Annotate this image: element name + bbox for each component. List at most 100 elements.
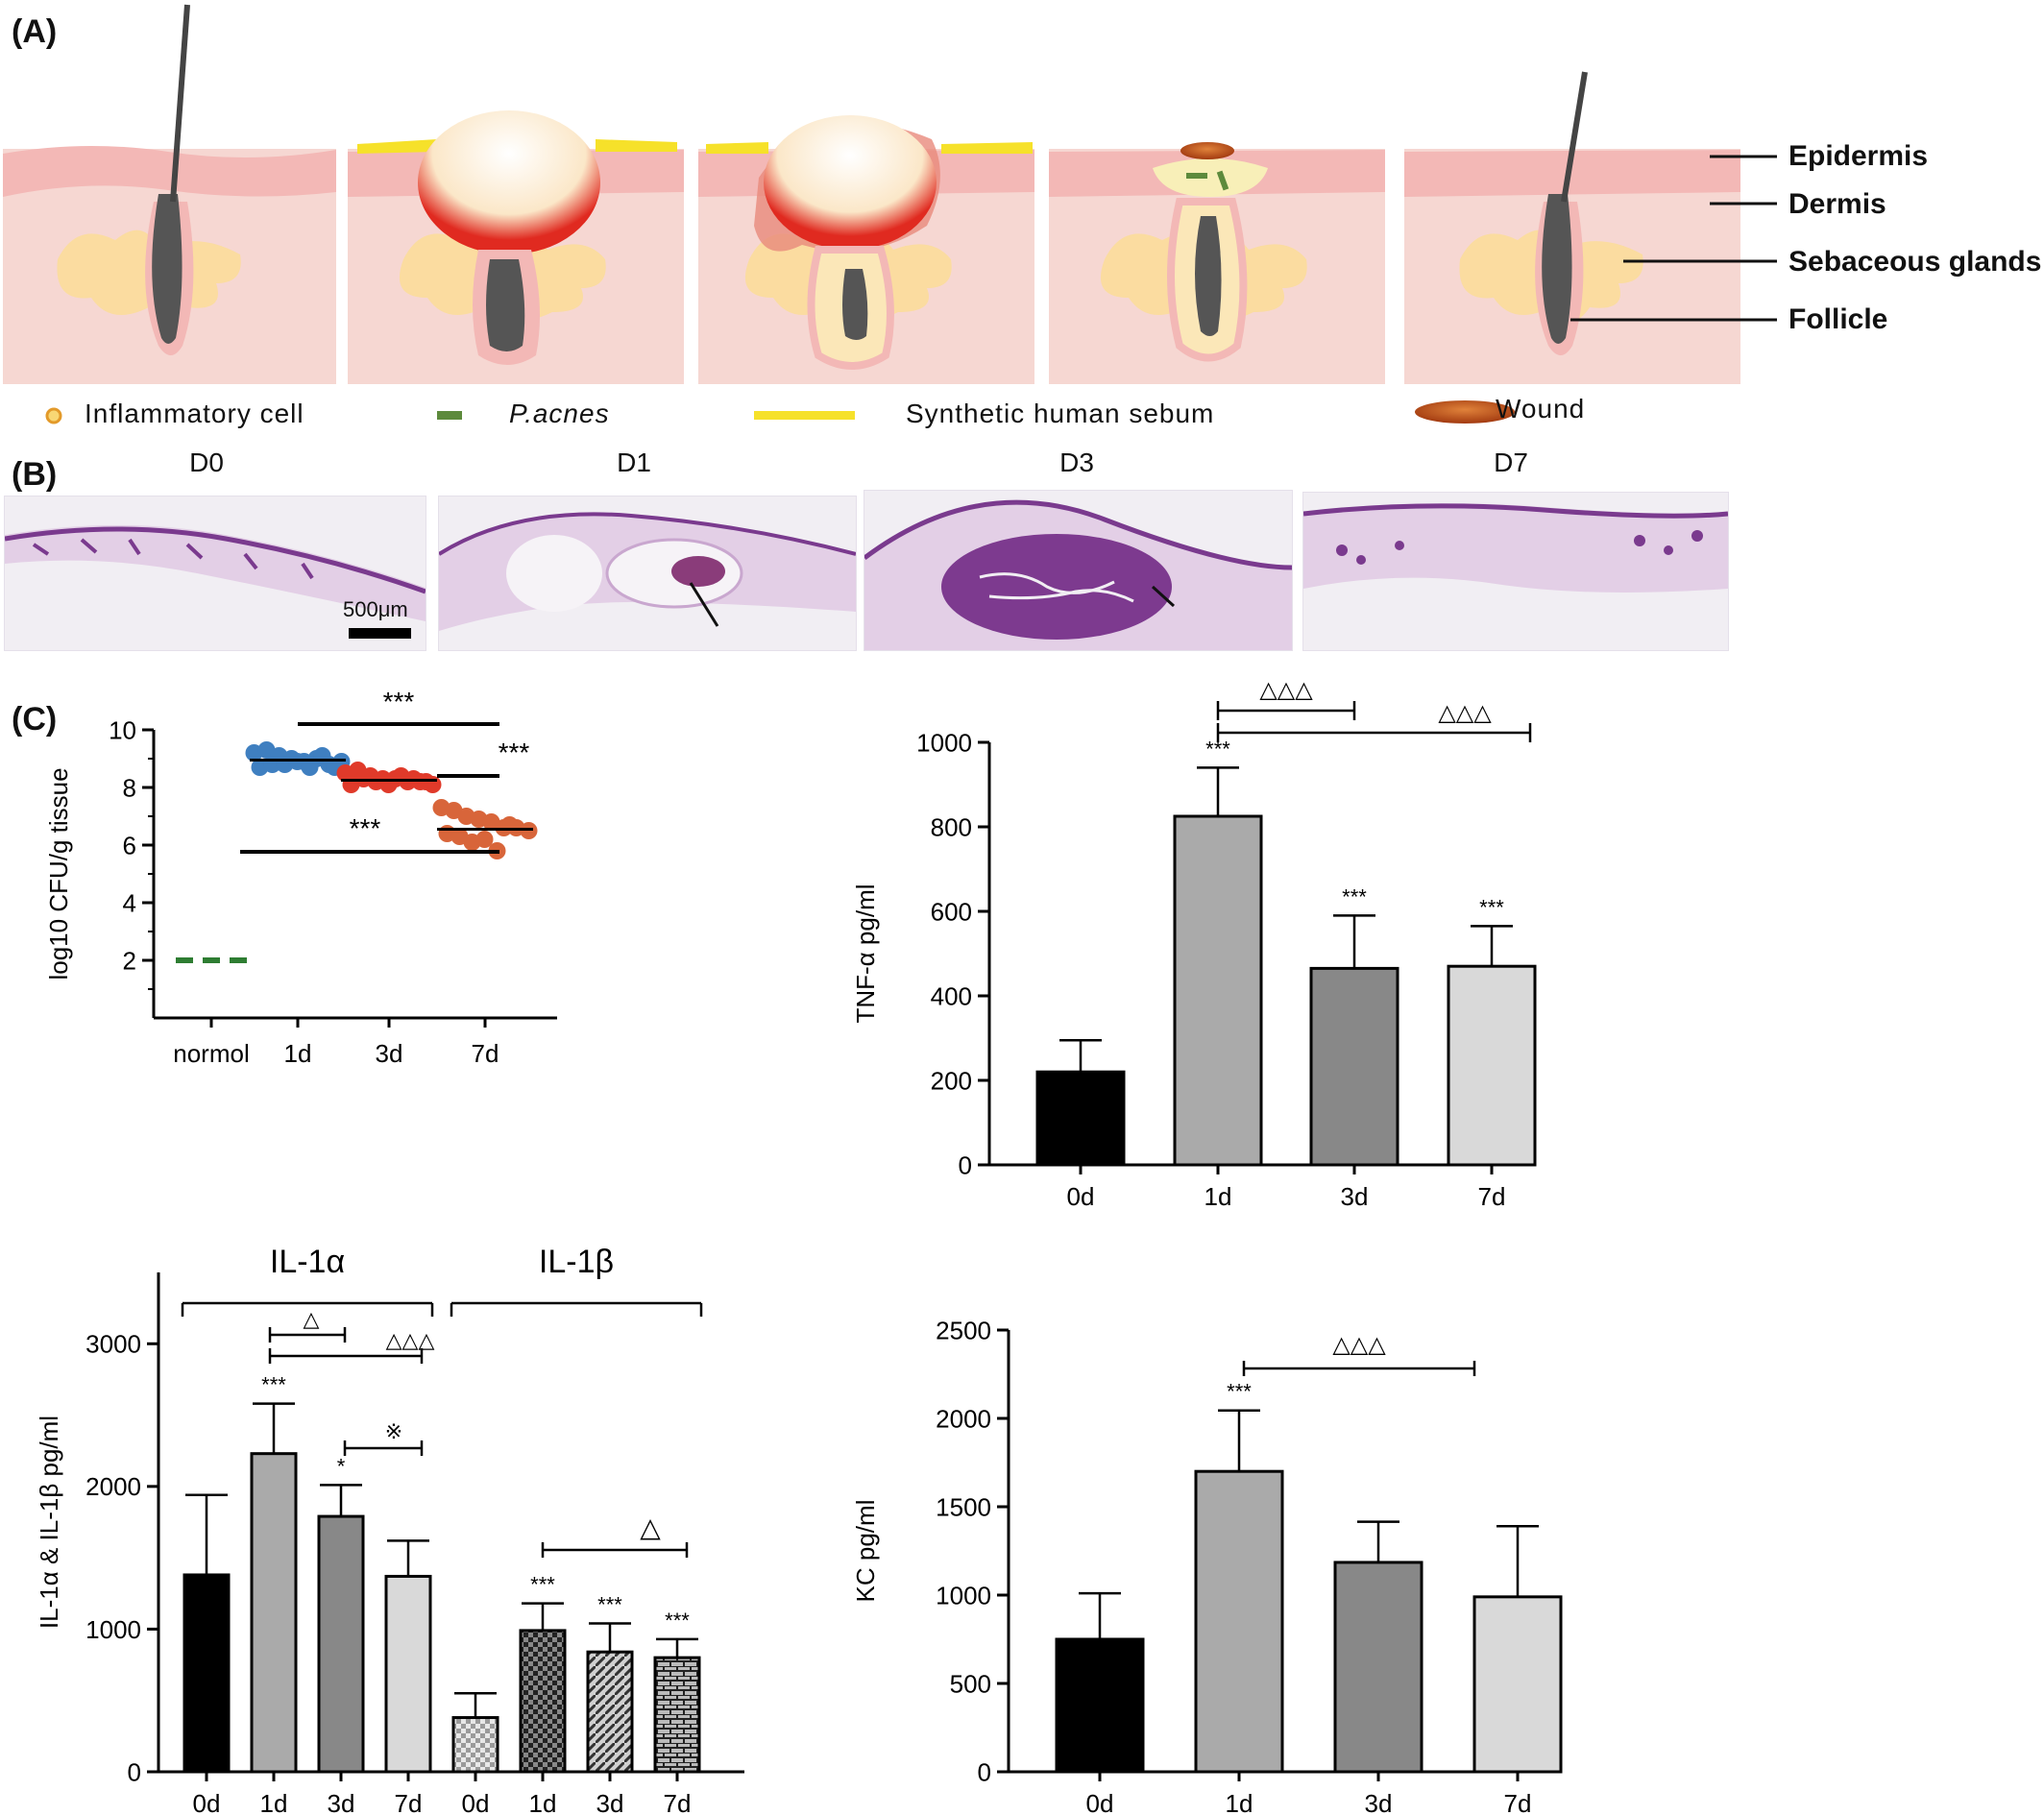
panel-label-a: (A) xyxy=(12,13,58,50)
y-tick-label: 800 xyxy=(931,812,972,841)
legend-sebum-icon xyxy=(754,411,855,420)
significance-label: *** xyxy=(1479,895,1504,919)
data-point-7d xyxy=(500,816,519,834)
group-header-il1a: IL-1α xyxy=(270,1244,345,1280)
y-tick-label: 400 xyxy=(931,981,972,1010)
y-tick-label: 2000 xyxy=(85,1472,141,1501)
bar-3d xyxy=(1309,966,1399,1167)
significance-label: * xyxy=(337,1454,346,1478)
y-tick-label: 1000 xyxy=(936,1581,991,1609)
y-tick-label: 8 xyxy=(123,773,136,802)
x-tick-label: 7d xyxy=(1504,1789,1532,1815)
y-tick-label: 1000 xyxy=(85,1615,141,1644)
y-tick-label: 0 xyxy=(128,1757,141,1786)
x-tick-label: 1d xyxy=(1226,1789,1253,1815)
legend-inflammatory-cell-label: Inflammatory cell xyxy=(85,399,304,428)
bar-7d xyxy=(1447,964,1537,1167)
schematic-healing-stage xyxy=(1049,142,1385,384)
x-tick-label: 7d xyxy=(664,1789,692,1815)
y-tick-label: 2 xyxy=(123,946,136,975)
x-tick-label: 3d xyxy=(596,1789,624,1815)
y-tick-label: 6 xyxy=(123,831,136,859)
panel-label-c: (C) xyxy=(12,701,58,738)
x-tick-label: 3d xyxy=(376,1039,403,1068)
significance-label: *** xyxy=(383,687,415,716)
histology-image-d3 xyxy=(864,490,1293,651)
histology-title-d3: D3 xyxy=(1059,448,1094,477)
bar-0d xyxy=(182,1573,231,1774)
layer-label-sebaceous-glands: Sebaceous glands xyxy=(1788,246,2042,278)
y-axis-label: log10 CFU/g tissue xyxy=(44,767,73,980)
histology-title-d0: D0 xyxy=(189,448,224,477)
bar-1d xyxy=(1194,1469,1284,1774)
bracket-label: △△△ xyxy=(1332,1332,1386,1358)
legend-p-acnes-label: P.acnes xyxy=(509,399,610,428)
histology-image-d7 xyxy=(1302,492,1729,651)
x-tick-label: 1d xyxy=(284,1039,312,1068)
bar-7d xyxy=(653,1656,701,1774)
y-tick-label: 10 xyxy=(109,715,136,744)
bracket-label: △ xyxy=(640,1512,661,1542)
x-tick-label: 3d xyxy=(1341,1182,1369,1211)
x-tick-label: 1d xyxy=(529,1789,557,1815)
significance-label: *** xyxy=(1227,1380,1252,1404)
x-tick-label: normol xyxy=(173,1039,249,1068)
x-tick-label: 7d xyxy=(472,1039,499,1068)
x-tick-label: 7d xyxy=(395,1789,423,1815)
y-axis-label: TNF-α pg/ml xyxy=(851,883,880,1023)
y-tick-label: 1500 xyxy=(936,1492,991,1521)
il1-bar-chart: 0 1000 2000 3000 IL-1α & IL-1β pg/ml 0d 1d 3d 7d… xyxy=(35,1244,744,1815)
data-point-7d xyxy=(475,831,494,848)
y-axis-label: KC pg/ml xyxy=(851,1500,880,1603)
x-tick-label: 0d xyxy=(462,1789,490,1815)
y-tick-label: 2500 xyxy=(936,1316,991,1344)
schematic-normal-stage xyxy=(3,4,336,384)
x-tick-label: 3d xyxy=(328,1789,355,1815)
legend-sebum-label: Synthetic human sebum xyxy=(906,399,1215,428)
y-tick-label: 600 xyxy=(931,897,972,926)
schematic-lesion-stage xyxy=(348,110,684,384)
histology-image-d0 xyxy=(4,496,426,651)
y-tick-label: 500 xyxy=(950,1669,991,1698)
significance-label: *** xyxy=(261,1373,286,1397)
skin-schematic xyxy=(3,4,1777,424)
significance-label: *** xyxy=(350,813,381,843)
tnf-bar-chart: 0 200 400 600 800 1000 TNF-α pg/ml 0d 1d 3d 7d ***… xyxy=(851,677,1537,1211)
layer-label-epidermis: Epidermis xyxy=(1788,140,1929,172)
schematic-recovered-stage xyxy=(1404,71,1740,384)
bar-1d xyxy=(250,1452,298,1774)
bar-3d xyxy=(1333,1561,1424,1774)
x-tick-label: 0d xyxy=(1086,1789,1114,1815)
y-tick-label: 2000 xyxy=(936,1404,991,1433)
legend-p-acnes-icon xyxy=(437,411,462,420)
bracket-label: △ xyxy=(304,1307,320,1331)
y-tick-label: 1000 xyxy=(916,728,972,757)
bar-7d xyxy=(384,1574,432,1774)
bar-0d xyxy=(1055,1637,1145,1774)
x-tick-label: 3d xyxy=(1365,1789,1393,1815)
x-tick-label: 0d xyxy=(193,1789,221,1815)
histology-title-d1: D1 xyxy=(617,448,651,477)
scale-bar-label: 500μm xyxy=(343,597,408,621)
significance-label: *** xyxy=(1342,884,1367,908)
layer-label-dermis: Dermis xyxy=(1788,188,1886,220)
group-header-il1b: IL-1β xyxy=(539,1244,614,1280)
x-tick-label: 1d xyxy=(1204,1182,1232,1211)
cfu-scatter-chart: 2 4 6 8 10 log10 CFU/g tissue normol 1d 3d 7d ***… xyxy=(44,687,557,1068)
y-tick-label: 3000 xyxy=(85,1330,141,1359)
x-tick-label: 1d xyxy=(260,1789,288,1815)
y-tick-label: 0 xyxy=(959,1150,972,1179)
y-tick-label: 0 xyxy=(978,1757,991,1786)
histology-image-d1 xyxy=(438,496,857,651)
kc-bar-chart: 0 500 1000 1500 2000 2500 KC pg/ml 0d 1d 3d 7d ***… xyxy=(851,1316,1563,1815)
bar-3d xyxy=(586,1650,634,1774)
significance-label: *** xyxy=(499,738,530,767)
significance-label: *** xyxy=(530,1573,555,1597)
y-tick-label: 200 xyxy=(931,1066,972,1095)
layer-label-follicle: Follicle xyxy=(1788,303,1888,335)
x-tick-label: 7d xyxy=(1478,1182,1506,1211)
y-axis-label: IL-1α & IL-1β pg/ml xyxy=(35,1416,63,1629)
significance-label: *** xyxy=(665,1609,690,1633)
scale-bar xyxy=(349,628,411,639)
bracket-label: △△△ xyxy=(1438,700,1492,726)
